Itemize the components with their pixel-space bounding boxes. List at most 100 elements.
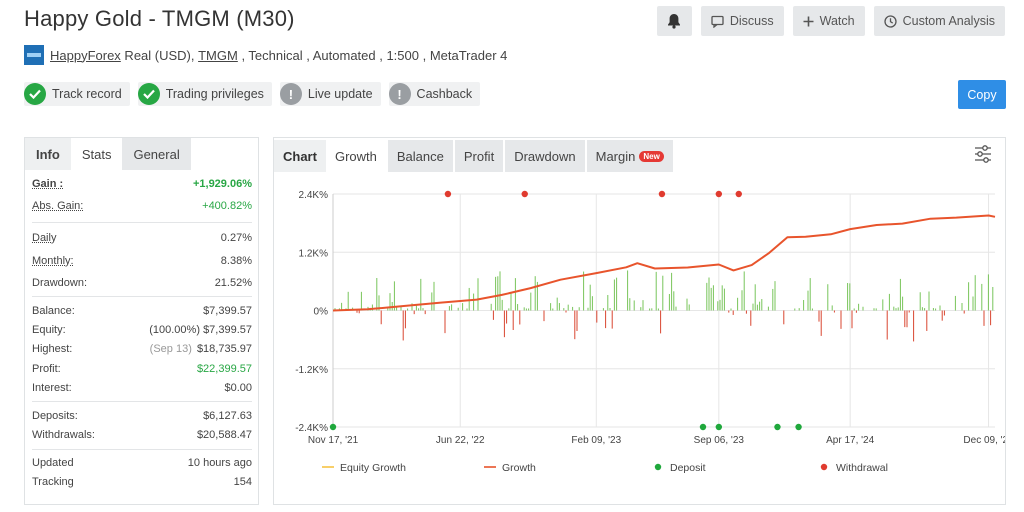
stats-panel: Info Stats General Gain : +1,929.06% Abs…	[24, 137, 259, 505]
page-title: Happy Gold - TMGM (M30)	[24, 6, 295, 31]
stat-label: Deposits:	[32, 409, 78, 422]
tab-balance[interactable]: Balance	[387, 140, 453, 172]
deposit-marker	[774, 423, 781, 431]
growth-chart[interactable]: 2.4K% 1.2K% 0% -1.2K% -2.4K%Nov 17, '21 Jun 2…	[274, 178, 1005, 504]
stat-drawdown: Drawdown: 21.52%	[32, 273, 252, 292]
y-tick-label: 0%	[314, 307, 329, 318]
tab-margin-label: Margin	[595, 148, 636, 164]
deposit-marker	[699, 423, 707, 431]
legend-label: Growth	[502, 462, 536, 474]
x-tick-label: Sep 06, '23	[694, 435, 745, 446]
stat-label: Interest:	[32, 381, 72, 394]
stat-label: Withdrawals:	[32, 429, 95, 442]
stat-value: $22,399.57	[196, 362, 252, 375]
stats-tabs: Info Stats General	[25, 138, 258, 170]
stat-value: 154	[233, 476, 252, 489]
badge-trading-privileges: Trading privileges	[137, 82, 272, 106]
stat-value: +1,929.06%	[192, 177, 252, 190]
withdrawal-marker	[658, 190, 666, 198]
x-tick-label: Dec 09, '24	[963, 435, 1005, 446]
stat-label: Abs. Gain:	[32, 199, 84, 212]
owner-link[interactable]: HappyForex	[50, 47, 121, 63]
stat-updated: Updated 10 hours ago	[32, 454, 252, 473]
stats-list: Gain : +1,929.06% Abs. Gain: +400.82% Da…	[25, 170, 258, 492]
growth-line	[332, 214, 996, 312]
tab-stats[interactable]: Stats	[70, 138, 123, 170]
stat-value: $20,588.47	[196, 429, 252, 442]
stat-value-group: (100.00%) $7,399.57	[149, 324, 252, 336]
stat-label: Tracking	[32, 476, 74, 489]
stat-tracking: Tracking 154	[32, 473, 252, 492]
stat-label: Balance:	[32, 304, 75, 317]
x-tick-label: Nov 17, '21	[308, 435, 359, 446]
deposit-marker	[715, 423, 723, 431]
owner-logo	[24, 45, 44, 65]
check-icon	[24, 83, 46, 105]
discuss-button[interactable]: Discuss	[700, 6, 784, 36]
chart-settings-icon[interactable]	[973, 144, 993, 164]
stat-highest: Highest: (Sep 13) $18,735.97	[32, 340, 252, 359]
top-actions: Discuss Watch Custom Analysis	[656, 6, 1005, 36]
y-tick-label: -2.4K%	[295, 423, 328, 434]
tab-margin[interactable]: Margin New	[586, 140, 673, 172]
legend-label: Deposit	[670, 462, 706, 474]
new-badge: New	[639, 150, 664, 162]
stat-value: 21.52%	[214, 276, 252, 289]
tab-profit[interactable]: Profit	[454, 140, 504, 172]
stat-value: $18,735.97	[196, 343, 252, 356]
stat-value: $6,127.63	[203, 409, 252, 422]
clock-icon	[883, 14, 897, 28]
tab-info[interactable]: Info	[25, 138, 71, 170]
highest-date: (Sep 13)	[149, 343, 192, 356]
stat-value: $7,399.57	[203, 324, 252, 337]
chart-tabs: Chart Growth Balance Profit Drawdown Mar…	[274, 140, 1005, 172]
withdrawal-marker	[735, 190, 742, 198]
watch-button[interactable]: Watch	[792, 6, 865, 36]
stat-label: Gain :	[32, 177, 64, 190]
badge-cashback: ! Cashback	[388, 82, 481, 106]
discuss-label: Discuss	[729, 14, 774, 28]
stat-gain: Gain : +1,929.06%	[32, 174, 252, 193]
chart-panel: Chart Growth Balance Profit Drawdown Mar…	[273, 137, 1006, 505]
badge-label: Cashback	[416, 87, 473, 101]
tab-drawdown[interactable]: Drawdown	[505, 140, 585, 172]
tab-growth[interactable]: Growth	[325, 140, 386, 172]
badge-label: Live update	[307, 87, 373, 101]
stat-balance: Balance: $7,399.57	[32, 301, 252, 320]
verification-badges: Track record Trading privileges ! Live u…	[24, 82, 481, 106]
stat-label: Highest:	[32, 343, 73, 356]
stat-label: Monthly:	[32, 255, 74, 268]
equity-percent: (100.00%)	[149, 324, 200, 337]
stat-value: $0.00	[224, 381, 252, 394]
deposit-marker	[329, 423, 337, 431]
exclamation-icon: !	[279, 83, 302, 105]
stat-value: 0.27%	[220, 232, 252, 245]
y-tick-label: 2.4K%	[299, 190, 329, 201]
legend-swatch	[820, 463, 828, 471]
y-tick-label: -1.2K%	[295, 365, 328, 376]
legend-label: Equity Growth	[340, 462, 406, 474]
check-icon	[137, 83, 160, 105]
comment-icon	[711, 15, 724, 28]
system-info-line: HappyForex Real (USD), TMGM , Technical …	[24, 45, 507, 65]
stat-label: Drawdown:	[32, 276, 88, 289]
system-details: , Technical , Automated , 1:500 , MetaTr…	[237, 47, 508, 63]
stat-label: Equity:	[32, 324, 66, 337]
stat-equity: Equity: (100.00%) $7,399.57	[32, 321, 252, 340]
y-tick-label: 1.2K%	[299, 248, 329, 259]
notification-button[interactable]	[656, 6, 692, 36]
withdrawal-marker	[715, 190, 723, 198]
stat-deposits: Deposits: $6,127.63	[32, 406, 252, 425]
custom-analysis-button[interactable]: Custom Analysis	[873, 6, 1005, 36]
stat-abs-gain: Abs. Gain: +400.82%	[32, 193, 252, 218]
broker-link[interactable]: TMGM	[198, 47, 238, 63]
copy-button[interactable]: Copy	[958, 80, 1006, 109]
x-tick-label: Jun 22, '22	[436, 435, 485, 446]
plus-icon	[803, 16, 814, 26]
badge-label: Trading privileges	[165, 87, 264, 101]
stat-value: 10 hours ago	[187, 457, 252, 470]
tab-general[interactable]: General	[122, 138, 191, 170]
tab-chart[interactable]: Chart	[274, 140, 326, 172]
stat-withdrawals: Withdrawals: $20,588.47	[32, 426, 252, 445]
custom-analysis-label: Custom Analysis	[902, 14, 995, 28]
